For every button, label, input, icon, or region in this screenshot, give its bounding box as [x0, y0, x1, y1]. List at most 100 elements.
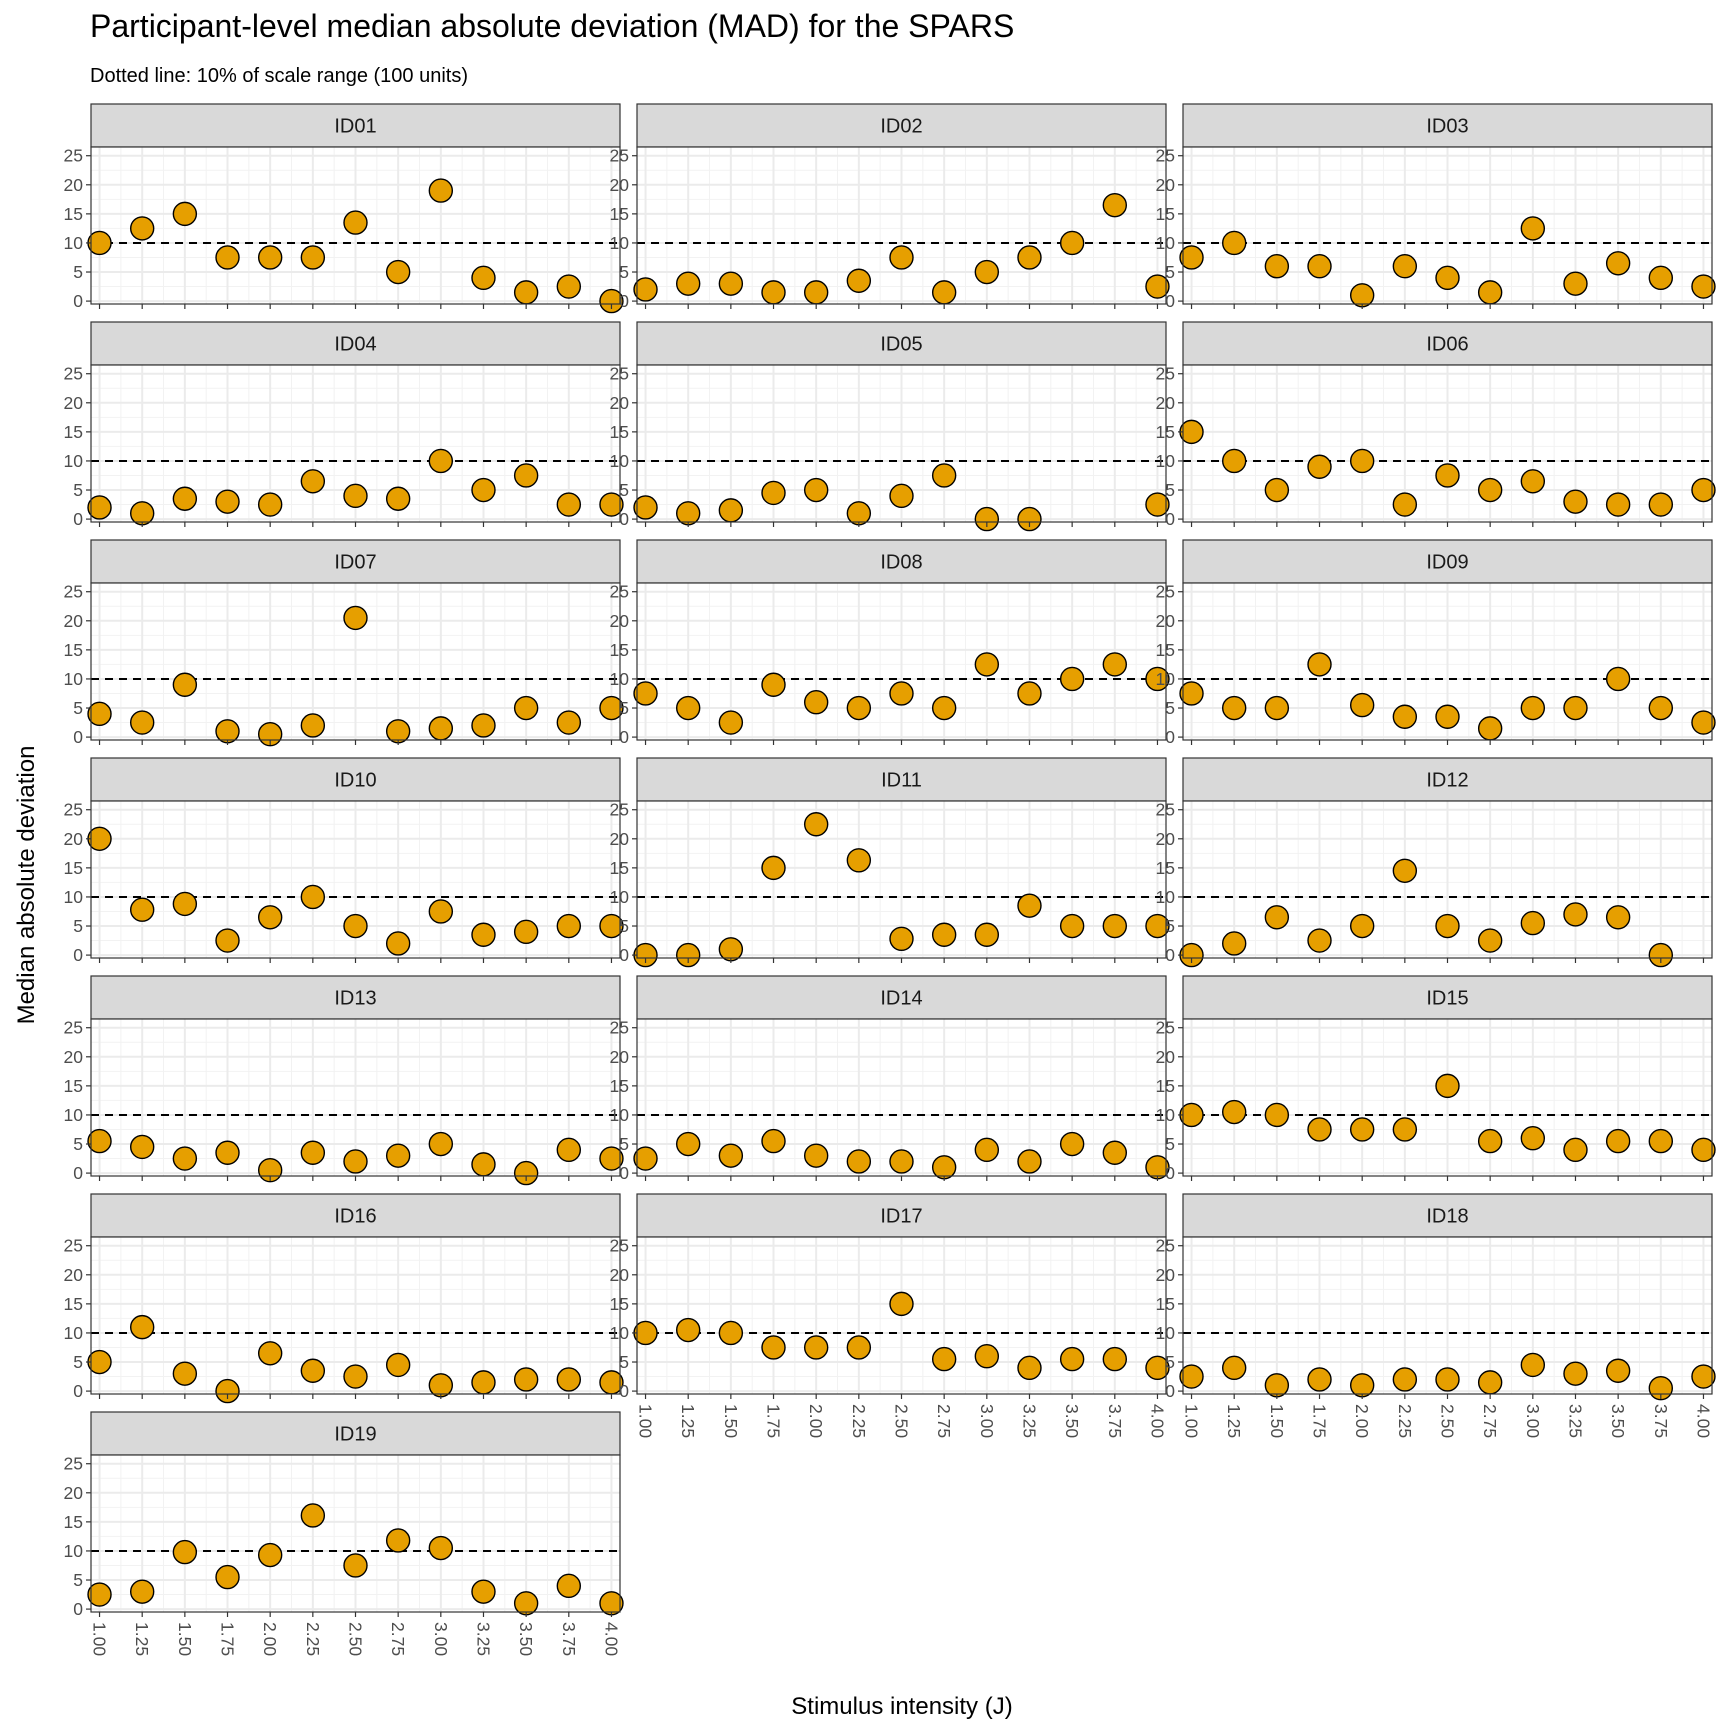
data-point-id19-2.50: [343, 1553, 368, 1578]
y-tick-label: 20: [610, 829, 630, 849]
data-point-id06-2.25: [1392, 492, 1418, 517]
x-tick-label: 2.25: [1395, 1404, 1415, 1438]
data-point-id19-2.25: [300, 1503, 326, 1528]
data-point-id06-3.75: [1648, 492, 1674, 517]
facet-panel-id13: ID13 0 5 10 15 20 25: [64, 975, 624, 1186]
data-point-id09-1.25: [1221, 695, 1247, 721]
data-point-id11-3.75: [1102, 913, 1128, 939]
facet-label-id18: ID18: [1426, 1206, 1468, 1228]
y-tick-label: 5: [73, 480, 83, 500]
x-tick-label: 1.50: [721, 1404, 741, 1438]
data-point-id19-1.25: [129, 1579, 155, 1604]
data-point-id09-3.25: [1563, 695, 1588, 721]
data-point-id03-1.50: [1264, 254, 1290, 279]
y-tick-label: 5: [73, 1134, 83, 1154]
data-point-id18-3.50: [1605, 1358, 1631, 1383]
data-point-id13-2.25: [300, 1140, 326, 1165]
data-point-id19-3.75: [556, 1573, 582, 1599]
data-point-id06-2.50: [1435, 463, 1460, 488]
data-point-id04-2.25: [300, 469, 326, 494]
data-point-id06-2.75: [1477, 477, 1503, 503]
y-tick-label: 0: [73, 509, 83, 529]
y-tick-label: 10: [610, 1105, 630, 1125]
facet-panel-id17: ID17 0 5 10 15 20 25 1.00 1.25 1.50 1.75 2.00 2.25 2.…: [610, 1193, 1170, 1438]
data-point-id16-3.50: [513, 1367, 539, 1392]
data-point-id07-1.00: [87, 701, 112, 727]
facet-label-id13: ID13: [334, 988, 376, 1010]
data-point-id12-3.25: [1563, 902, 1588, 927]
y-tick-label: 10: [64, 887, 84, 907]
y-tick-label: 25: [64, 1236, 83, 1256]
data-point-id15-1.75: [1307, 1117, 1332, 1142]
data-point-id05-2.75: [931, 463, 957, 488]
y-tick-label: 0: [1165, 945, 1175, 965]
x-tick-label: 3.50: [516, 1622, 536, 1656]
data-point-id04-1.00: [87, 495, 112, 520]
data-point-id09-1.50: [1264, 695, 1290, 721]
y-tick-label: 0: [619, 727, 629, 747]
facet-label-id08: ID08: [880, 552, 922, 574]
x-tick-label: 3.50: [1608, 1404, 1628, 1438]
data-point-id16-3.00: [428, 1373, 454, 1398]
x-tick-label: 2.50: [1438, 1404, 1458, 1438]
facet-panel-id15: ID15 0 5 10 15 20 25: [1156, 975, 1716, 1183]
y-tick-label: 10: [64, 233, 84, 253]
y-tick-label: 25: [1156, 800, 1175, 820]
data-point-id14-3.00: [974, 1137, 1000, 1163]
data-point-id15-3.00: [1520, 1126, 1546, 1151]
data-point-id15-2.25: [1392, 1117, 1418, 1142]
data-point-id06-2.00: [1349, 448, 1375, 474]
data-point-id10-4.00: [599, 913, 624, 939]
data-point-id02-3.00: [974, 259, 1000, 285]
y-tick-label: 10: [1156, 1323, 1176, 1343]
y-tick-label: 10: [610, 1323, 630, 1343]
data-point-id18-2.25: [1392, 1367, 1418, 1392]
facet-panel-id19: ID19 0 5 10 15 20 25 1.00 1.25 1.50 1.75 2.00 2.25 2.…: [64, 1411, 624, 1656]
data-point-id13-3.50: [513, 1160, 539, 1186]
data-point-id14-2.25: [846, 1149, 872, 1174]
y-tick-label: 15: [64, 1512, 83, 1532]
data-point-id07-1.75: [215, 719, 240, 744]
data-point-id13-1.25: [129, 1134, 155, 1160]
chart-subtitle: Dotted line: 10% of scale range (100 uni…: [90, 65, 468, 87]
data-point-id13-2.50: [343, 1149, 368, 1174]
facet-panel-id18: ID18 0 5 10 15 20 25 1.00 1.25 1.50 1.75 2.00 2.25 2.…: [1156, 1193, 1716, 1438]
data-point-id11-1.50: [718, 937, 744, 962]
data-point-id13-1.75: [215, 1140, 240, 1165]
data-point-id04-3.75: [556, 492, 582, 517]
data-point-id18-2.75: [1477, 1370, 1503, 1395]
y-tick-label: 10: [610, 669, 630, 689]
data-point-id05-3.25: [1017, 506, 1042, 532]
y-tick-label: 0: [1165, 727, 1175, 747]
data-point-id09-4.00: [1691, 710, 1716, 735]
data-point-id09-3.75: [1648, 695, 1674, 721]
y-tick-label: 25: [610, 1018, 629, 1038]
data-point-id13-2.75: [385, 1143, 411, 1168]
data-point-id15-4.00: [1691, 1137, 1716, 1163]
data-point-id03-2.50: [1435, 265, 1460, 291]
data-point-id16-1.75: [215, 1378, 240, 1404]
data-point-id19-2.00: [257, 1542, 283, 1568]
facet-strip-id14: [636, 975, 1167, 1020]
facet-panel-id06: ID06 0 5 10 15 20 25: [1156, 321, 1716, 529]
data-point-id09-2.75: [1477, 716, 1503, 741]
data-point-id07-3.50: [513, 695, 539, 721]
y-tick-label: 20: [64, 829, 84, 849]
x-tick-label: 1.50: [1267, 1404, 1287, 1438]
data-point-id17-3.50: [1059, 1346, 1085, 1372]
facet-panel-id04: ID04 0 5 10 15 20 25: [64, 321, 624, 529]
y-tick-label: 10: [1156, 233, 1176, 253]
chart-title: Participant-level median absolute deviat…: [90, 8, 1014, 44]
facet-strip-id05: [636, 321, 1167, 366]
y-tick-label: 15: [610, 204, 629, 224]
data-point-id15-2.50: [1435, 1073, 1460, 1099]
y-tick-label: 15: [1156, 640, 1175, 660]
y-tick-label: 25: [64, 364, 83, 384]
facet-label-id07: ID07: [334, 552, 376, 574]
facet-strip-id10: [90, 757, 621, 802]
data-point-id07-3.25: [471, 713, 496, 738]
y-tick-label: 20: [64, 611, 84, 631]
x-tick-label: 2.25: [303, 1622, 323, 1656]
y-tick-label: 15: [1156, 422, 1175, 442]
data-point-id18-1.00: [1179, 1364, 1204, 1389]
